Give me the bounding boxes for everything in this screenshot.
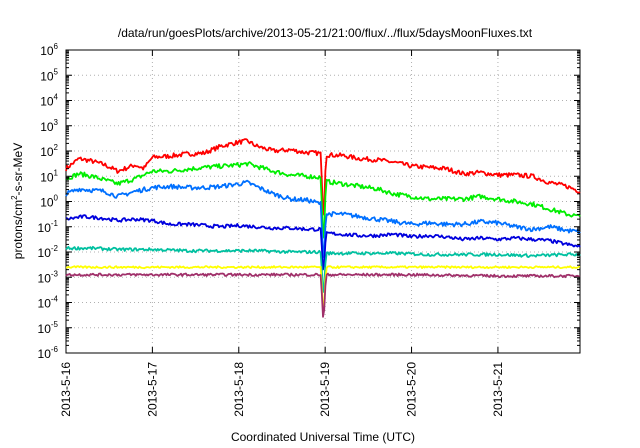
y-tick-label: 102 [40, 143, 58, 159]
y-tick-label: 104 [40, 93, 58, 109]
x-tick-label: 2013-5-21 [491, 362, 505, 417]
y-tick-label: 10-4 [38, 295, 59, 311]
y-tick-label: 10-2 [38, 244, 59, 260]
x-tick-label: 2013-5-17 [145, 362, 159, 417]
y-tick-label: 101 [40, 168, 58, 184]
y-tick-label: 10-6 [38, 345, 59, 361]
series-lines [65, 138, 581, 318]
y-tick-labels: 106 105 104 103 102 101 100 10-1 10-2 10-3 10-4 10-… [38, 42, 59, 361]
y-tick-label: 10-1 [38, 219, 59, 235]
y-tick-label: 10-5 [38, 320, 59, 336]
y-axis-label-rest: -s-sr-MeV [11, 143, 25, 196]
x-axis-label: Coordinated Universal Time (UTC) [231, 430, 415, 444]
series-line-5 [65, 245, 581, 293]
y-tick-label: 106 [40, 42, 58, 58]
series-line-7 [65, 272, 581, 318]
y-axis-label: protons/cm2-s-sr-MeV [10, 143, 25, 259]
chart-title: /data/run/goesPlots/archive/2013-05-21/2… [118, 26, 533, 40]
x-tick-label: 2013-5-16 [59, 362, 73, 417]
y-tick-label: 10-3 [38, 269, 59, 285]
plot-area [65, 49, 581, 354]
x-tick-label: 2013-5-19 [318, 362, 332, 417]
y-axis-label-sup: 2 [10, 195, 19, 200]
series-line-1 [65, 138, 581, 216]
x-tick-labels: 2013-5-16 2013-5-17 2013-5-18 2013-5-19 2013… [59, 362, 505, 417]
tick-marks [65, 49, 580, 354]
y-tick-label: 100 [40, 194, 58, 210]
series-line-4 [65, 214, 581, 271]
y-axis-label-main: protons/cm [11, 200, 25, 259]
y-tick-label: 103 [40, 118, 58, 134]
y-tick-label: 105 [40, 67, 58, 83]
x-tick-label: 2013-5-18 [232, 362, 246, 417]
x-tick-label: 2013-5-20 [405, 362, 419, 417]
